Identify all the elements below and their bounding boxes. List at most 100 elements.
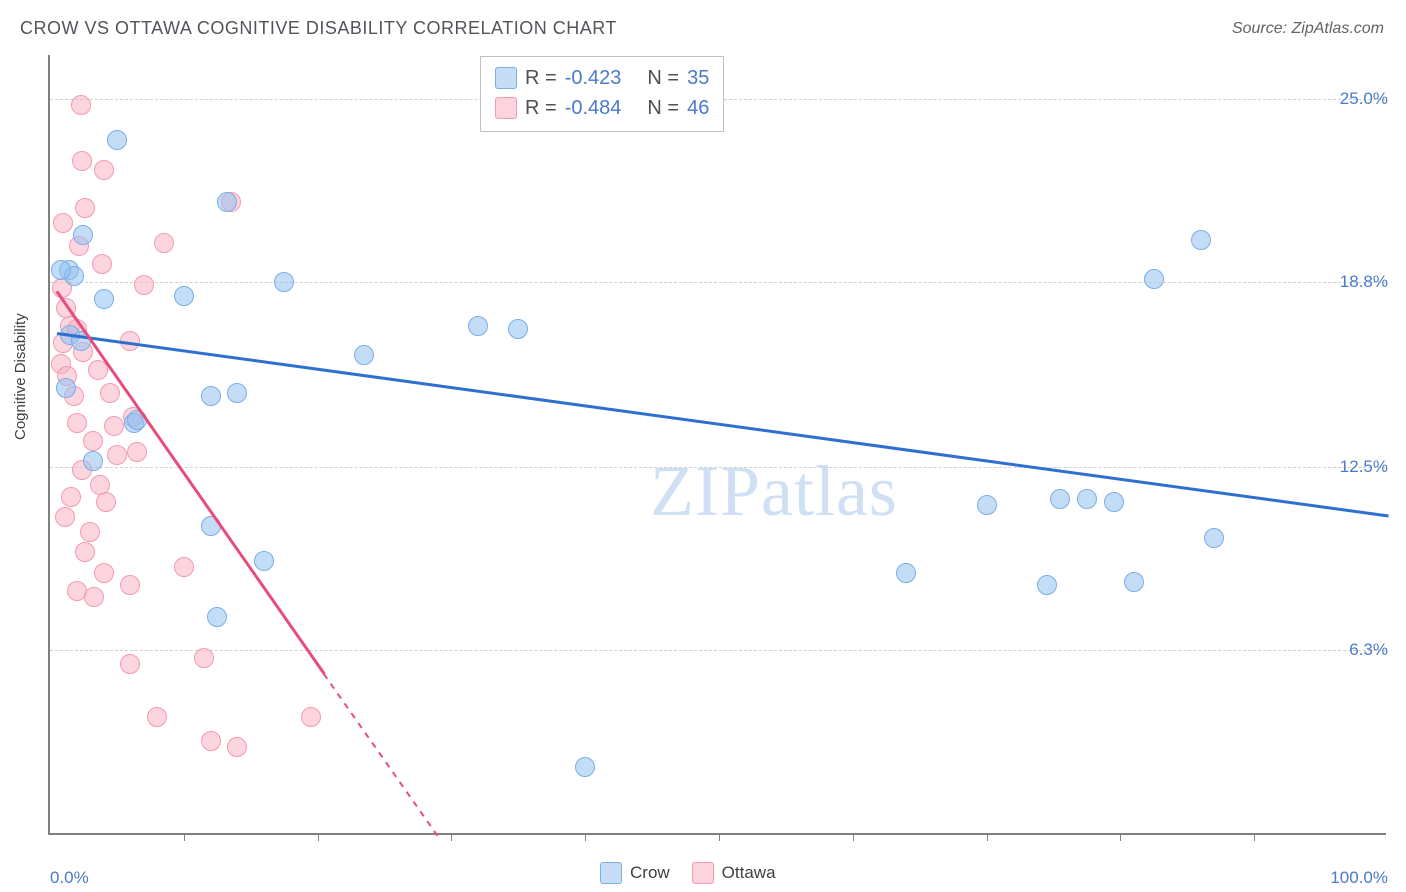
source-label: Source: ZipAtlas.com <box>1232 20 1384 38</box>
legend-n-value: 35 <box>687 63 709 93</box>
legend-r-value: -0.484 <box>565 93 622 123</box>
data-point-crow <box>1191 230 1211 250</box>
data-point-crow <box>468 316 488 336</box>
data-point-ottawa <box>94 160 114 180</box>
data-point-crow <box>217 192 237 212</box>
data-point-ottawa <box>134 275 154 295</box>
data-point-ottawa <box>174 557 194 577</box>
x-max-label: 100.0% <box>1330 868 1388 888</box>
y-tick-label: 12.5% <box>1340 457 1388 477</box>
data-point-crow <box>1124 572 1144 592</box>
data-point-ottawa <box>83 431 103 451</box>
data-point-ottawa <box>127 442 147 462</box>
data-point-crow <box>1204 528 1224 548</box>
data-point-ottawa <box>96 492 116 512</box>
legend-swatch <box>600 862 622 884</box>
watermark-atlas: atlas <box>761 451 898 531</box>
x-tick <box>853 833 854 841</box>
data-point-crow <box>73 225 93 245</box>
x-tick <box>1254 833 1255 841</box>
data-point-ottawa <box>107 445 127 465</box>
series-legend-label: Ottawa <box>722 863 776 883</box>
correlation-legend: R = -0.423 N = 35 R = -0.484 N = 46 <box>480 56 724 132</box>
data-point-ottawa <box>194 648 214 668</box>
data-point-ottawa <box>147 707 167 727</box>
data-point-crow <box>1144 269 1164 289</box>
data-point-crow <box>508 319 528 339</box>
x-tick <box>585 833 586 841</box>
watermark: ZIPatlas <box>650 450 898 533</box>
data-point-crow <box>1037 575 1057 595</box>
legend-swatch <box>495 97 517 119</box>
data-point-ottawa <box>154 233 174 253</box>
series-legend-item: Crow <box>600 862 670 884</box>
x-tick <box>318 833 319 841</box>
legend-swatch <box>495 67 517 89</box>
data-point-ottawa <box>92 254 112 274</box>
y-axis-label: Cognitive Disability <box>12 313 29 440</box>
data-point-ottawa <box>53 213 73 233</box>
data-point-crow <box>254 551 274 571</box>
data-point-ottawa <box>71 95 91 115</box>
data-point-crow <box>1104 492 1124 512</box>
legend-n-value: 46 <box>687 93 709 123</box>
x-tick <box>184 833 185 841</box>
x-tick <box>719 833 720 841</box>
series-legend: Crow Ottawa <box>600 862 776 884</box>
y-tick-label: 6.3% <box>1349 640 1388 660</box>
y-tick-label: 25.0% <box>1340 89 1388 109</box>
data-point-ottawa <box>55 507 75 527</box>
plot-area: ZIPatlas <box>48 55 1386 835</box>
x-tick <box>1120 833 1121 841</box>
data-point-crow <box>94 289 114 309</box>
data-point-ottawa <box>67 413 87 433</box>
data-point-crow <box>107 130 127 150</box>
gridline-h <box>50 467 1386 468</box>
legend-n-label: N = <box>647 63 679 93</box>
data-point-crow <box>977 495 997 515</box>
legend-row: R = -0.484 N = 46 <box>495 93 709 123</box>
data-point-ottawa <box>80 522 100 542</box>
data-point-crow <box>575 757 595 777</box>
legend-n-label: N = <box>647 93 679 123</box>
gridline-h <box>50 282 1386 283</box>
x-tick <box>987 833 988 841</box>
data-point-ottawa <box>201 731 221 751</box>
series-legend-item: Ottawa <box>692 862 776 884</box>
data-point-ottawa <box>104 416 124 436</box>
data-point-ottawa <box>227 737 247 757</box>
data-point-ottawa <box>120 575 140 595</box>
data-point-ottawa <box>75 198 95 218</box>
data-point-ottawa <box>61 487 81 507</box>
data-point-crow <box>201 386 221 406</box>
legend-r-label: R = <box>525 93 557 123</box>
series-legend-label: Crow <box>630 863 670 883</box>
data-point-crow <box>83 451 103 471</box>
data-point-ottawa <box>84 587 104 607</box>
y-tick-label: 18.8% <box>1340 272 1388 292</box>
data-point-crow <box>354 345 374 365</box>
legend-swatch <box>692 862 714 884</box>
watermark-zip: ZIP <box>650 451 761 531</box>
gridline-h <box>50 650 1386 651</box>
legend-r-label: R = <box>525 63 557 93</box>
x-min-label: 0.0% <box>50 868 89 888</box>
chart-title: CROW VS OTTAWA COGNITIVE DISABILITY CORR… <box>20 18 617 39</box>
data-point-crow <box>274 272 294 292</box>
data-point-ottawa <box>72 151 92 171</box>
data-point-ottawa <box>120 654 140 674</box>
data-point-crow <box>227 383 247 403</box>
data-point-ottawa <box>94 563 114 583</box>
data-point-ottawa <box>301 707 321 727</box>
data-point-crow <box>896 563 916 583</box>
legend-row: R = -0.423 N = 35 <box>495 63 709 93</box>
trend-line <box>57 332 1389 517</box>
data-point-crow <box>174 286 194 306</box>
data-point-crow <box>1050 489 1070 509</box>
data-point-ottawa <box>100 383 120 403</box>
x-tick <box>451 833 452 841</box>
data-point-ottawa <box>75 542 95 562</box>
data-point-crow <box>1077 489 1097 509</box>
trend-line <box>324 673 439 836</box>
legend-r-value: -0.423 <box>565 63 622 93</box>
